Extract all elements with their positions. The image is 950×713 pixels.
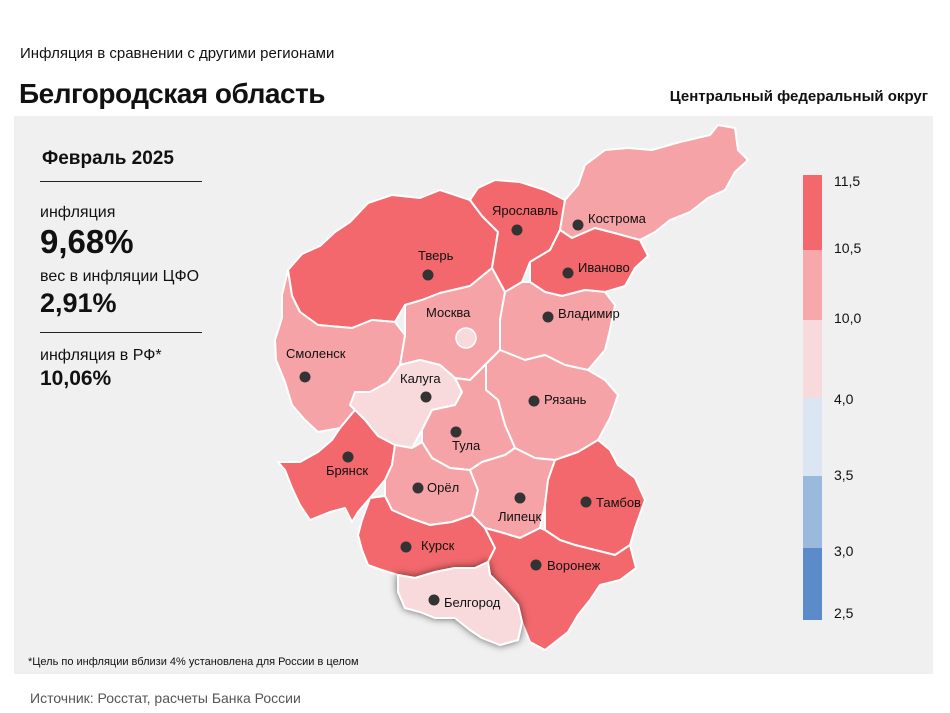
city-label-5: Владимир <box>558 306 620 321</box>
city-label-8: Рязань <box>544 392 587 407</box>
city-label-0: Тверь <box>418 248 454 263</box>
city-marker-2 <box>572 219 584 231</box>
legend-tick-4: 3,5 <box>834 467 854 483</box>
legend-swatch-5 <box>803 548 822 620</box>
city-label-2: Кострома <box>588 211 647 226</box>
legend-swatch-1 <box>803 250 822 320</box>
city-marker-16 <box>428 594 440 606</box>
source-note: Источник: Росстат, расчеты Банка России <box>30 690 301 706</box>
city-marker-1 <box>511 224 523 236</box>
legend-tick-2: 10,0 <box>834 310 861 326</box>
city-marker-3 <box>562 267 574 279</box>
legend-tick-1: 10,5 <box>834 240 861 256</box>
city-marker-6 <box>299 371 311 383</box>
map-region-0[interactable] <box>287 189 499 329</box>
legend-swatch-0 <box>803 175 822 250</box>
period-label: Февраль 2025 <box>40 145 202 182</box>
city-label-3: Иваново <box>578 260 630 275</box>
weight-label: вес в инфляции ЦФО <box>40 268 200 285</box>
city-marker-8 <box>528 395 540 407</box>
district-label: Центральный федеральный округ <box>669 88 928 105</box>
city-label-4: Москва <box>426 305 471 320</box>
city-label-10: Брянск <box>326 463 368 478</box>
legend: 11,5 10,5 10,0 4,0 3,5 3,0 2,5 <box>803 173 861 621</box>
legend-tick-0: 11,5 <box>834 173 860 189</box>
city-label-12: Липецк <box>498 509 542 524</box>
city-marker-13 <box>580 496 592 508</box>
legend-swatch-2 <box>803 320 822 398</box>
inflation-value: 9,68% <box>40 223 134 260</box>
city-label-6: Смоленск <box>286 346 346 361</box>
city-label-7: Калуга <box>400 371 441 386</box>
map-region-16[interactable] <box>397 561 523 646</box>
city-marker-0 <box>422 269 434 281</box>
city-label-14: Курск <box>421 538 455 553</box>
city-marker-4 <box>455 327 477 349</box>
city-marker-11 <box>412 482 424 494</box>
legend-swatch-4 <box>803 476 822 548</box>
city-label-9: Тула <box>452 438 481 453</box>
city-marker-15 <box>530 559 542 571</box>
legend-tick-5: 3,0 <box>834 543 854 559</box>
city-marker-5 <box>542 311 554 323</box>
chart-subtitle: Инфляция в сравнении с другими регионами <box>20 45 335 62</box>
legend-swatch-3 <box>803 398 822 476</box>
rf-inflation-value: 10,06% <box>40 367 112 390</box>
city-label-16: Белгород <box>444 595 501 610</box>
city-marker-14 <box>400 541 412 553</box>
city-marker-12 <box>514 492 526 504</box>
legend-tick-6: 2,5 <box>834 605 854 621</box>
footnote: *Цель по инфляции вблизи 4% установлена … <box>28 656 359 668</box>
legend-tick-3: 4,0 <box>834 391 854 407</box>
city-label-15: Воронеж <box>547 558 601 573</box>
city-label-11: Орёл <box>427 480 459 495</box>
city-label-13: Тамбов <box>596 495 641 510</box>
city-marker-10 <box>342 451 354 463</box>
weight-value: 2,91% <box>40 286 202 333</box>
page-title: Белгородская область <box>19 78 325 109</box>
map-region-10[interactable] <box>277 409 396 523</box>
city-marker-7 <box>420 391 432 403</box>
rf-inflation-label: инфляция в РФ* <box>40 347 162 364</box>
city-marker-9 <box>450 426 462 438</box>
inflation-label: инфляция <box>40 204 116 221</box>
city-label-1: Ярославль <box>492 203 558 218</box>
stats-panel: Февраль 2025 инфляция 9,68% вес в инфляц… <box>40 145 202 393</box>
